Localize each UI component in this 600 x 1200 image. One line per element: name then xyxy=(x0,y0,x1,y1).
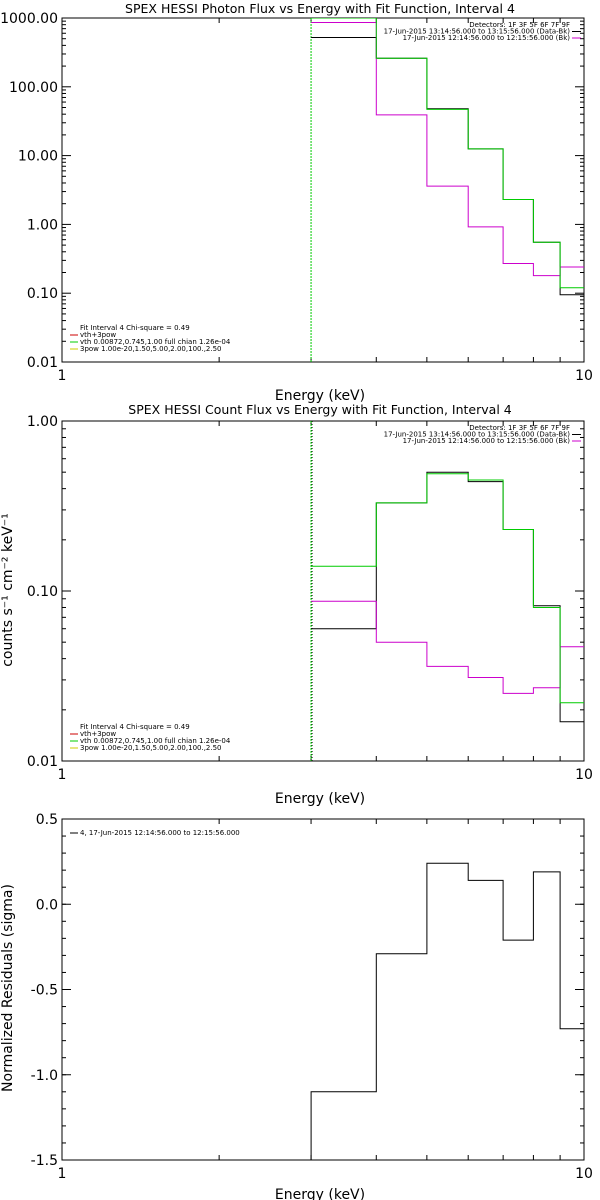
y-tick-label: 100.00 xyxy=(9,80,58,96)
plot-frame xyxy=(61,818,585,1161)
x-tick-label: 1 xyxy=(58,1166,67,1182)
residuals-x-axis-label: Energy (keV) xyxy=(275,1187,365,1200)
series-histogram-2 xyxy=(311,473,584,704)
legend-entry: vth+3pow xyxy=(80,331,116,339)
x-tick-label: 10 xyxy=(575,368,593,384)
x-tick-label: 1 xyxy=(58,368,67,384)
legend-entry: vth+3pow xyxy=(80,730,116,738)
x-tick-label: 10 xyxy=(575,1166,593,1182)
count-flux-x-axis-label: Energy (keV) xyxy=(275,791,365,807)
x-tick-label: 1 xyxy=(58,767,67,783)
info-line: 17-Jun-2015 13:14:56.000 to 13:15:56.000… xyxy=(384,28,571,36)
count-flux-panel: SPEX HESSI Count Flux vs Energy with Fit… xyxy=(0,402,593,807)
y-tick-label: 0.5 xyxy=(36,812,58,828)
series-histogram-0 xyxy=(310,862,584,1160)
legend-entry: vth 0.00872,0.745,1.00 full chian 1.26e-… xyxy=(80,737,231,745)
legend-entry: 3pow 1.00e-20,1.50,5.00,2.00,100.,2.50 xyxy=(80,744,222,752)
y-tick-label: 0.0 xyxy=(36,897,58,913)
legend-entry: Fit Interval 4 Chi-square = 0.49 xyxy=(80,324,190,332)
plot-frame xyxy=(61,420,585,762)
info-line: 17-Jun-2015 12:14:56.000 to 12:15:56.000… xyxy=(403,437,571,445)
plot-frame xyxy=(61,17,585,363)
y-tick-label: 10.00 xyxy=(18,149,58,165)
series-histogram-2 xyxy=(311,18,584,289)
photon-flux-panel: SPEX HESSI Photon Flux vs Energy with Fi… xyxy=(0,1,593,404)
legend-entry: vth 0.00872,0.745,1.00 full chian 1.26e-… xyxy=(80,338,231,346)
residuals-y-axis-label: Normalized Residuals (sigma) xyxy=(0,884,16,1092)
count-flux-y-axis-label: counts s⁻¹ cm⁻² keV⁻¹ xyxy=(0,513,16,667)
photon-flux-title: SPEX HESSI Photon Flux vs Energy with Fi… xyxy=(125,1,515,16)
x-tick-label: 10 xyxy=(575,767,593,783)
series-histogram-0 xyxy=(311,37,584,296)
photon-flux-x-axis-label: Energy (keV) xyxy=(275,388,365,404)
y-tick-label: -1.0 xyxy=(31,1068,58,1084)
series-histogram-1 xyxy=(311,22,584,277)
y-tick-label: 1.00 xyxy=(27,414,58,430)
info-line: Detectors: 1F 3F 5F 6F 7F 9F xyxy=(469,21,570,29)
series-histogram-1 xyxy=(311,600,584,694)
y-tick-label: 1.00 xyxy=(27,217,58,233)
info-line: Detectors: 1F 3F 5F 6F 7F 9F xyxy=(469,424,570,432)
info-line: 17-Jun-2015 13:14:56.000 to 13:15:56.000… xyxy=(384,431,571,439)
y-tick-label: 0.10 xyxy=(27,286,58,302)
legend-entry: Fit Interval 4 Chi-square = 0.49 xyxy=(80,723,190,731)
y-tick-label: 1000.00 xyxy=(0,11,58,27)
y-tick-label: -0.5 xyxy=(31,983,58,999)
y-tick-label: -1.5 xyxy=(31,1153,58,1169)
y-tick-label: 0.10 xyxy=(27,584,58,600)
legend-entry: 3pow 1.00e-20,1.50,5.00,2.00,100.,2.50 xyxy=(80,345,222,353)
count-flux-title: SPEX HESSI Count Flux vs Energy with Fit… xyxy=(128,402,511,417)
legend-entry: 4, 17-Jun-2015 12:14:56.000 to 12:15:56.… xyxy=(80,829,240,837)
info-line: 17-Jun-2015 12:14:56.000 to 12:15:56.000… xyxy=(403,34,571,42)
series-histogram-0 xyxy=(311,471,584,723)
y-tick-label: 0.01 xyxy=(27,754,58,770)
residuals-panel: Energy (keV) Normalized Residuals (sigma… xyxy=(0,812,593,1200)
y-tick-label: 0.01 xyxy=(27,355,58,371)
